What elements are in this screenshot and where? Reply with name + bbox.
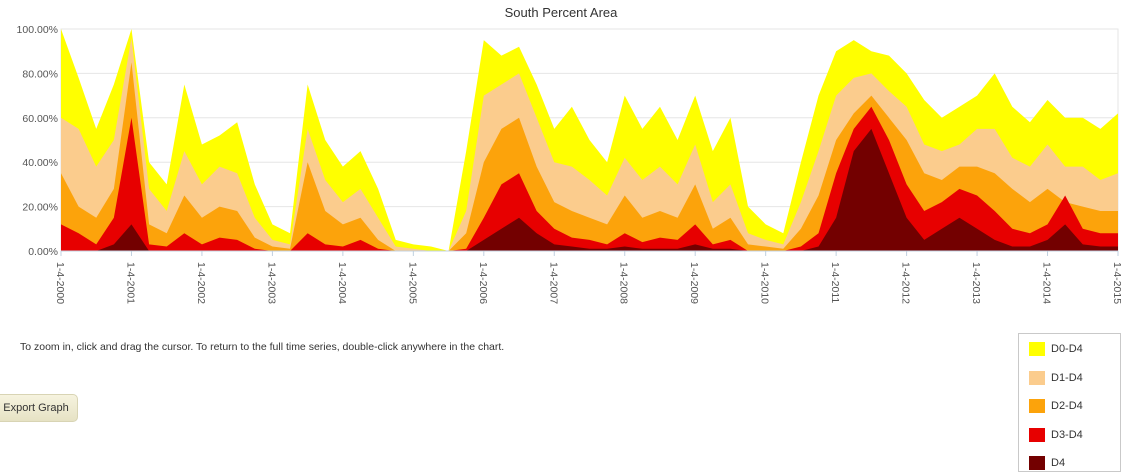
chart-area[interactable]: 0.00% 20.00% 40.00% 60.00% 80.00% 100.00% 1-4-…	[0, 0, 1122, 330]
x-tick-label: 1-4-2008	[618, 262, 630, 304]
y-tick-label: 80.00%	[22, 68, 58, 80]
x-tick-label: 1-4-2010	[759, 262, 771, 304]
y-tick-label: 60.00%	[22, 113, 58, 125]
y-tick-label: 100.00%	[17, 24, 58, 36]
legend-swatch	[1029, 342, 1045, 356]
zoom-instructions: To zoom in, click and drag the cursor. T…	[20, 341, 505, 353]
legend: D0-D4 D1-D4 D2-D4 D3-D4 D4	[1018, 333, 1121, 472]
x-tick-label: 1-4-2011	[829, 262, 841, 303]
legend-swatch	[1029, 427, 1045, 442]
export-graph-button[interactable]: Export Graph	[0, 394, 78, 422]
legend-item-d4[interactable]: D4	[1029, 455, 1065, 471]
x-tick-label: 1-4-2004	[336, 262, 348, 304]
x-tick-label: 1-4-2014	[1041, 262, 1053, 304]
legend-item-d3-d4[interactable]: D3-D4	[1029, 427, 1083, 443]
x-tick-label: 1-4-2015	[1111, 262, 1122, 304]
x-tick-label: 1-4-2001	[124, 262, 136, 304]
legend-label: D1-D4	[1051, 371, 1083, 384]
legend-swatch	[1029, 370, 1045, 385]
y-tick-label: 0.00%	[28, 246, 58, 258]
legend-item-d2-d4[interactable]: D2-D4	[1029, 398, 1083, 414]
x-tick-label: 1-4-2013	[970, 262, 982, 304]
legend-item-d0-d4[interactable]: D0-D4	[1029, 341, 1083, 357]
x-tick-label: 1-4-2006	[477, 262, 489, 304]
series-area-d4	[61, 128, 1118, 251]
legend-swatch	[1029, 399, 1045, 413]
chart-title: South Percent Area	[504, 5, 618, 20]
x-tick-label: 1-4-2000	[54, 262, 66, 304]
y-tick-label: 40.00%	[22, 157, 58, 169]
x-tick-label: 1-4-2005	[406, 262, 418, 304]
legend-item-d1-d4[interactable]: D1-D4	[1029, 370, 1083, 386]
legend-swatch	[1029, 456, 1045, 470]
x-tick-label: 1-4-2002	[195, 262, 207, 304]
legend-label: D2-D4	[1051, 400, 1083, 412]
x-tick-label: 1-4-2003	[265, 262, 277, 304]
legend-label: D0-D4	[1051, 343, 1083, 355]
legend-label: D3-D4	[1051, 428, 1083, 441]
y-tick-label: 20.00%	[22, 202, 58, 214]
x-tick-label: 1-4-2007	[547, 262, 559, 304]
x-tick-label: 1-4-2012	[900, 262, 912, 304]
legend-label: D4	[1051, 457, 1066, 469]
x-tick-label: 1-4-2009	[688, 262, 700, 304]
